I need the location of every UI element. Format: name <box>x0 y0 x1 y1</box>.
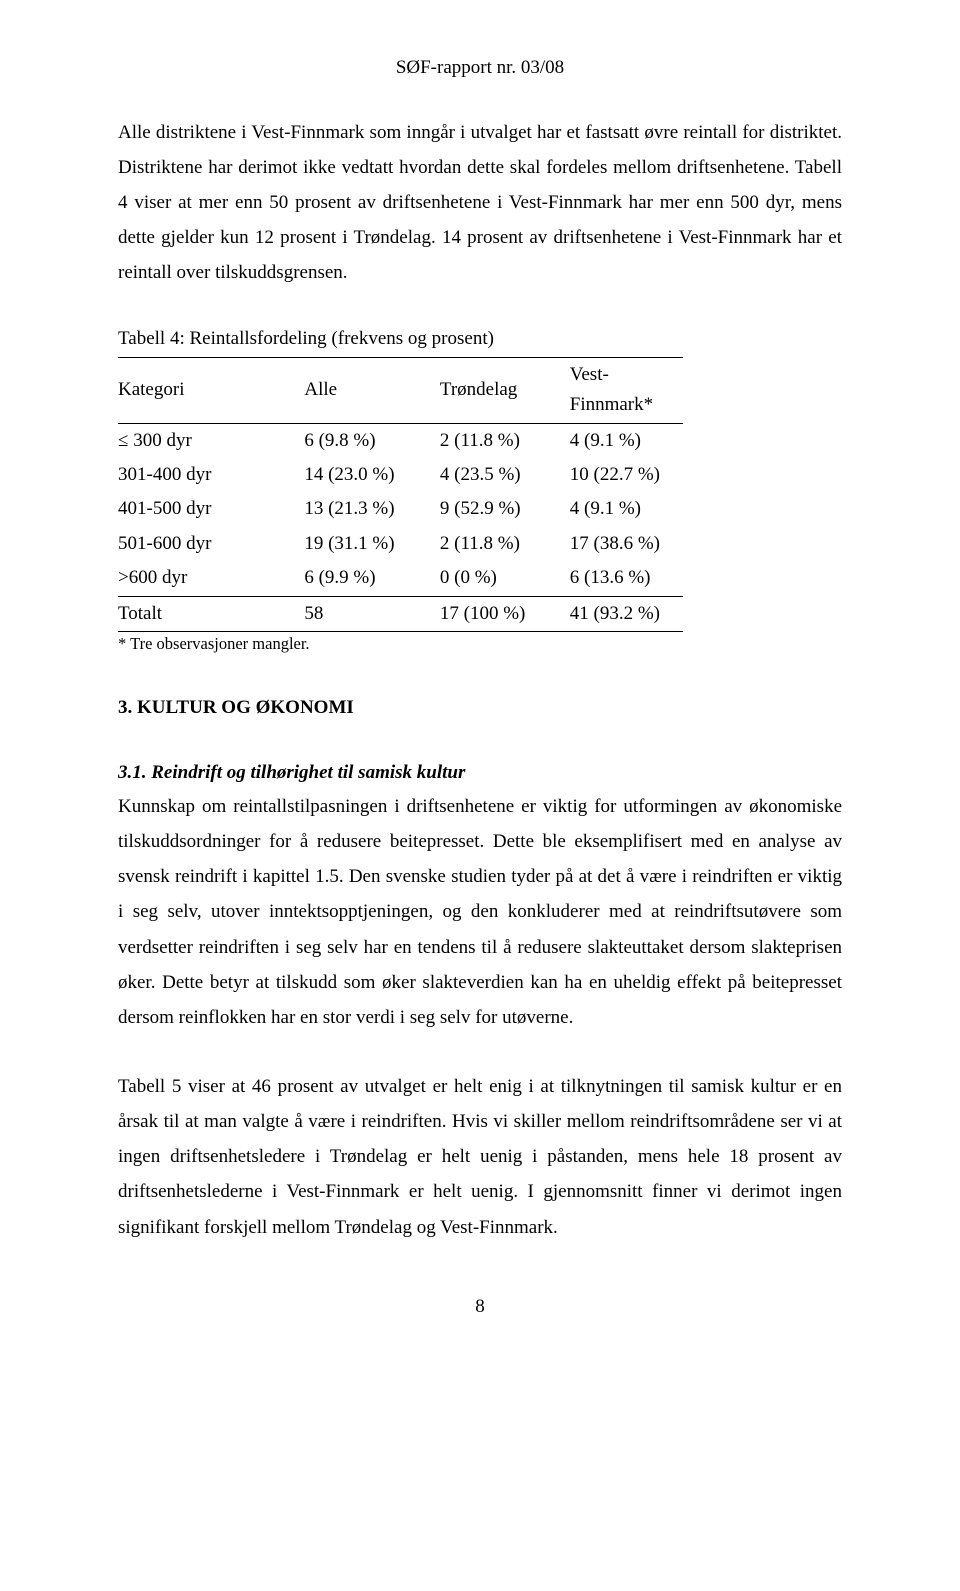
cell-alle: 19 (31.1 %) <box>304 527 440 561</box>
cell-category-text: 300 dyr <box>133 430 192 451</box>
section-heading-3: 3. KULTUR OG ØKONOMI <box>118 690 842 725</box>
col-header-trondelag: Trøndelag <box>440 357 570 423</box>
cell-trondelag: 4 (23.5 %) <box>440 458 570 492</box>
less-equal-symbol <box>118 430 128 451</box>
cell-category: 300 dyr <box>118 423 304 458</box>
body-paragraph-2: Kunnskap om reintallstilpasningen i drif… <box>118 789 842 1035</box>
col-header-category: Kategori <box>118 357 304 423</box>
table-total-row: Totalt 58 17 (100 %) 41 (93.2 %) <box>118 596 683 631</box>
cell-trondelag: 2 (11.8 %) <box>440 423 570 458</box>
cell-trondelag: 2 (11.8 %) <box>440 527 570 561</box>
cell-vest-finnmark: 4 (9.1 %) <box>570 492 683 526</box>
col-header-vest-finnmark: Vest-Finnmark* <box>570 357 683 423</box>
table-4: Kategori Alle Trøndelag Vest-Finnmark* 3… <box>118 357 683 632</box>
cell-total-label: Totalt <box>118 596 304 631</box>
cell-alle: 13 (21.3 %) <box>304 492 440 526</box>
table-4-title: Tabell 4: Reintallsfordeling (frekvens o… <box>118 324 842 354</box>
cell-vest-finnmark: 17 (38.6 %) <box>570 527 683 561</box>
table-row: 401-500 dyr 13 (21.3 %) 9 (52.9 %) 4 (9.… <box>118 492 683 526</box>
cell-category: 401-500 dyr <box>118 492 304 526</box>
table-row: 300 dyr 6 (9.8 %) 2 (11.8 %) 4 (9.1 %) <box>118 423 683 458</box>
page-number: 8 <box>118 1289 842 1324</box>
body-paragraph-1: Alle distriktene i Vest-Finnmark som inn… <box>118 115 842 291</box>
cell-vest-finnmark: 4 (9.1 %) <box>570 423 683 458</box>
table-row: >600 dyr 6 (9.9 %) 0 (0 %) 6 (13.6 %) <box>118 561 683 596</box>
table-row: 501-600 dyr 19 (31.1 %) 2 (11.8 %) 17 (3… <box>118 527 683 561</box>
cell-vest-finnmark: 6 (13.6 %) <box>570 561 683 596</box>
cell-total-alle: 58 <box>304 596 440 631</box>
col-header-alle: Alle <box>304 357 440 423</box>
cell-alle: 6 (9.9 %) <box>304 561 440 596</box>
cell-trondelag: 0 (0 %) <box>440 561 570 596</box>
report-header: SØF-rapport nr. 03/08 <box>118 56 842 81</box>
cell-alle: 6 (9.8 %) <box>304 423 440 458</box>
table-4-footnote: * Tre observasjoner mangler. <box>118 633 842 654</box>
table-row: 301-400 dyr 14 (23.0 %) 4 (23.5 %) 10 (2… <box>118 458 683 492</box>
cell-alle: 14 (23.0 %) <box>304 458 440 492</box>
cell-category: 501-600 dyr <box>118 527 304 561</box>
cell-category: >600 dyr <box>118 561 304 596</box>
cell-vest-finnmark: 10 (22.7 %) <box>570 458 683 492</box>
subsection-heading-3-1: 3.1. Reindrift og tilhørighet til samisk… <box>118 759 842 788</box>
table-4-wrap: Tabell 4: Reintallsfordeling (frekvens o… <box>118 324 842 654</box>
cell-category: 301-400 dyr <box>118 458 304 492</box>
cell-total-trondelag: 17 (100 %) <box>440 596 570 631</box>
cell-trondelag: 9 (52.9 %) <box>440 492 570 526</box>
cell-total-vest-finnmark: 41 (93.2 %) <box>570 596 683 631</box>
table-header-row: Kategori Alle Trøndelag Vest-Finnmark* <box>118 357 683 423</box>
body-paragraph-3: Tabell 5 viser at 46 prosent av utvalget… <box>118 1069 842 1245</box>
